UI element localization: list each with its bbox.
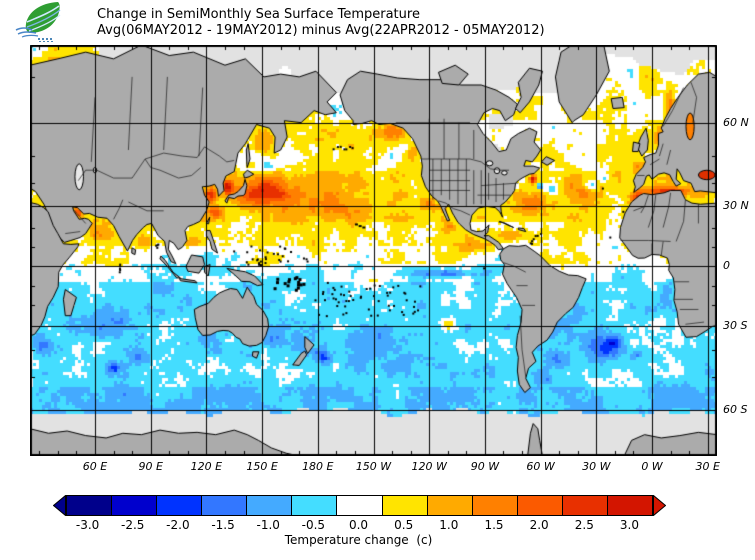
color-scale-value: -1.5: [211, 518, 235, 532]
color-scale-segment: [202, 496, 248, 515]
color-scale-segment: [157, 496, 203, 515]
color-scale-value: -3.0: [75, 518, 100, 532]
color-scale-segment: [562, 496, 608, 515]
lat-tick-label: 30 N: [723, 199, 749, 213]
sst-anomaly-map-canvas: [30, 45, 717, 456]
color-scale-value: -0.5: [301, 518, 326, 532]
lon-tick-label: 150 W: [355, 460, 392, 473]
lat-tick-label: 0: [723, 259, 730, 273]
lon-tick-label: 60 W: [526, 460, 555, 473]
color-scale-segment: [472, 496, 518, 515]
color-scale-segment: [112, 496, 158, 515]
lon-tick-label: 180 E: [302, 460, 334, 473]
color-scale-value: 1.5: [484, 518, 504, 532]
color-scale-segment: [337, 496, 383, 515]
scale-right-arrow-icon: [653, 495, 666, 516]
lon-tick-label: 0 W: [641, 460, 663, 473]
lat-tick-label: 30 S: [723, 319, 748, 333]
color-scale-segment: [427, 496, 473, 515]
color-scale-value: 0.0: [348, 518, 369, 532]
color-scale-segment: [607, 496, 653, 515]
color-scale-value: 3.0: [619, 518, 639, 532]
color-scale-value: 0.5: [394, 518, 414, 532]
world-sst-map: [30, 45, 717, 456]
logo-fine-print: [38, 38, 53, 42]
color-scale-value: -2.0: [166, 518, 190, 532]
lat-tick-label: 60 N: [723, 115, 749, 129]
color-scale-value: 2.5: [574, 518, 594, 532]
lon-tick-label: 120 E: [190, 460, 223, 473]
color-scale-segments: [66, 495, 653, 516]
lat-tick-label: 60 S: [723, 403, 748, 417]
lon-tick-label: 150 E: [246, 460, 278, 473]
color-scale-value: 1.0: [439, 518, 459, 532]
color-scale-segment: [247, 496, 293, 515]
temperature-color-scale: [53, 495, 666, 516]
lon-tick-label: 120 W: [411, 460, 447, 473]
lon-tick-label: 90 W: [470, 460, 500, 473]
color-scale-segment: [517, 496, 563, 515]
color-scale-value: -2.5: [121, 518, 145, 532]
lon-tick-label: 30 E: [695, 460, 720, 473]
page-subtitle: Avg(06MAY2012 - 19MAY2012) minus Avg(22A…: [97, 23, 545, 38]
color-scale-segment: [382, 496, 428, 515]
color-scale-value: -1.0: [256, 518, 280, 532]
color-scale-caption: Temperature change (c): [284, 533, 433, 547]
noaa-ocean-leaf-logo: [15, 2, 61, 42]
color-scale-value: 2.0: [529, 518, 549, 532]
color-scale-segment: [292, 496, 338, 515]
lon-tick-label: 90 E: [138, 460, 163, 473]
scale-left-arrow-icon: [53, 495, 66, 516]
color-scale-tick-labels: -3.0 -2.5 -2.0 -1.5 -1.0 -0.5 0.0 0.5 1.0 1.5 2.0 2…: [65, 518, 652, 532]
lon-tick-label: 30 W: [582, 460, 611, 473]
page-title: Change in SemiMonthly Sea Surface Temper…: [97, 7, 420, 22]
lon-tick-label: 60 E: [82, 460, 108, 473]
leaf-icon: [15, 2, 61, 38]
color-scale-segment: [67, 496, 113, 515]
